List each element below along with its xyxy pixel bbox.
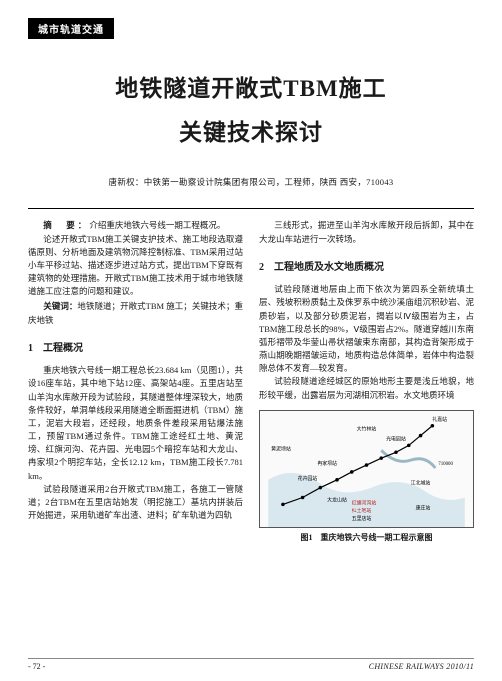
abstract: 摘 要：介绍重庆地铁六号线一期工程概况。 论述开敞式TBM施工关键支护技术、施工…: [28, 219, 243, 298]
map-label-l6: 花卉园站: [298, 475, 318, 482]
section-2-heading: 2 工程地质及水文地质概况: [259, 260, 474, 276]
map-label-north: 礼嘉站: [432, 416, 447, 423]
keywords-label: 关键词：: [43, 301, 77, 311]
map-label-l3: 光电园站: [386, 435, 406, 442]
section-2-p1: 试验段隧道地层由上而下依次为第四系全新统填土层、残坡积粉质黏土及侏罗系中统沙溪庙…: [259, 283, 474, 375]
keywords: 关键词：地铁隧道；开敞式TBM 施工；关键技术；重庆地铁: [28, 300, 243, 326]
map-label-r1: 710000: [438, 462, 453, 467]
section-1-p2: 试验段隧道采用2台开敞式TBM施工，各施工一管隧道；2台TBM在五里店站始发（明…: [28, 483, 243, 523]
section-2-p2: 试验段隧道途经城区的原始地形主要是浅丘地貌，地形较平缓，出露岩层为河湖相沉积岩。…: [259, 375, 474, 401]
journal-ref: CHINESE RAILWAYS 2010/11: [369, 662, 474, 671]
title-line-1: 地铁隧道开敞式TBM施工: [28, 67, 474, 111]
map-label-l7: 红旗河沟站: [352, 499, 377, 506]
left-column: 摘 要：介绍重庆地铁六号线一期工程概况。 论述开敞式TBM施工关键支护技术、施工…: [28, 219, 243, 544]
col2-continuation: 三线形式，掘进至山羊沟水库敞开段后拆卸，其中在大龙山车站进行一次转场。: [259, 219, 474, 245]
page-number: - 72 -: [28, 662, 45, 671]
right-column: 三线形式，掘进至山羊沟水库敞开段后拆卸，其中在大龙山车站进行一次转场。 2 工程…: [259, 219, 474, 544]
figure-1-caption: 图1 重庆地铁六号线一期工程示意图: [259, 532, 474, 544]
abstract-body: 论述开敞式TBM施工关键支护技术、施工地段选取遵循原则、分析地面及建筑物沉降控制…: [28, 233, 243, 299]
article-title: 地铁隧道开敞式TBM施工 关键技术探讨: [28, 67, 474, 154]
journal-en: CHINESE RAILWAYS 2010/11: [369, 662, 474, 671]
map-label-l9: 五里店站: [352, 515, 372, 522]
divider: [28, 208, 474, 209]
abstract-label: 摘 要：: [43, 220, 89, 230]
map-label-l4: 冉家坝站: [317, 460, 337, 467]
map-label-r2: 康庄站: [416, 504, 431, 511]
title-line-2: 关键技术探讨: [28, 111, 474, 155]
figure-1-map: 礼嘉站 黄泥塝站 大竹林站 光电园站 冉家坝站 大龙山站 花卉园站 红旗河沟站 …: [259, 410, 474, 528]
page-footer: - 72 - CHINESE RAILWAYS 2010/11: [28, 658, 474, 671]
map-label-l2: 大竹林站: [357, 425, 377, 432]
abstract-intro: 介绍重庆地铁六号线一期工程概况。: [89, 220, 225, 230]
section-1-heading: 1 工程概况: [28, 341, 243, 357]
map-label-l10: 江北城站: [411, 479, 431, 486]
section-1-p1: 重庆地铁六号线一期工程总长23.684 km（见图1），共设16座车站，其中地下…: [28, 364, 243, 483]
map-label-l1: 黄泥塝站: [271, 445, 291, 452]
body-columns: 摘 要：介绍重庆地铁六号线一期工程概况。 论述开敞式TBM施工关键支护技术、施工…: [28, 219, 474, 544]
section-tag: 城市轨道交通: [28, 18, 114, 39]
author-affiliation: 唐新权：中铁第一勘察设计院集团有限公司，工程师，陕西 西安，710043: [28, 176, 474, 188]
map-label-l8: 红土地站: [352, 507, 372, 514]
map-label-l5: 大龙山站: [327, 496, 347, 503]
